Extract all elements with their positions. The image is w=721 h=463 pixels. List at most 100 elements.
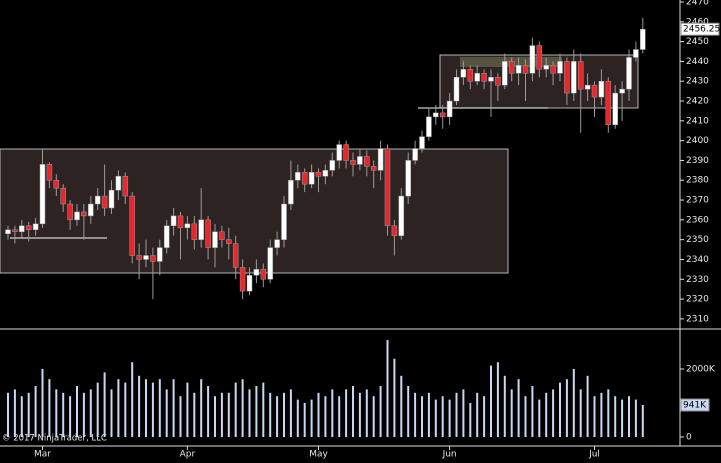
y-tick-label: 2360: [686, 215, 709, 225]
candle-body: [502, 61, 508, 86]
candle-body: [253, 269, 260, 276]
volume-bar: [358, 392, 361, 438]
y-tick-label: 2420: [686, 97, 709, 107]
candle-body: [370, 166, 377, 171]
candle-body: [488, 76, 494, 82]
volume-bar: [7, 392, 9, 438]
volume-bar: [131, 362, 134, 438]
candle-body: [508, 61, 515, 74]
candle-body: [591, 84, 598, 98]
copyright: © 2017 NinjaTrader, LLC: [2, 434, 107, 444]
volume-bar: [483, 396, 486, 438]
candle-body: [446, 100, 453, 118]
candle-body: [226, 239, 232, 244]
volume-bar: [96, 382, 99, 438]
candle-body: [391, 225, 398, 236]
volume-bar: [545, 392, 548, 438]
volume-bar: [641, 405, 644, 438]
candle-body: [315, 172, 322, 177]
candle-body: [260, 269, 267, 280]
volume-bar: [269, 392, 272, 438]
y-tick-label: 2340: [686, 255, 709, 265]
candle-body: [295, 172, 301, 181]
candle-body: [529, 45, 536, 74]
volume-bar: [310, 399, 313, 438]
candle-body: [605, 80, 612, 126]
candle-body: [150, 255, 156, 262]
volume-bar: [241, 379, 244, 438]
candle-body: [364, 156, 370, 167]
candle-body: [163, 225, 170, 248]
volume-bar: [324, 396, 327, 438]
candle-body: [88, 203, 94, 217]
volume-bar: [172, 379, 175, 438]
volume-bar: [338, 396, 341, 438]
candle-body: [184, 223, 191, 229]
volume-bar: [579, 389, 582, 438]
candle-body: [426, 116, 432, 137]
candle-body: [564, 61, 570, 94]
candle-body: [598, 80, 605, 98]
volume-bar: [503, 375, 506, 438]
candle-body: [198, 219, 204, 240]
volume-bar: [496, 362, 499, 438]
volume-bar: [476, 392, 479, 438]
volume-bar: [565, 379, 568, 438]
candle-body: [81, 211, 87, 217]
candle-body: [157, 247, 163, 262]
candle-body: [329, 160, 336, 171]
candle-body: [384, 148, 391, 227]
candle-body: [377, 148, 384, 171]
y-tick-label: 2380: [686, 176, 709, 186]
candle-body: [32, 223, 39, 231]
volume-bar: [345, 389, 348, 438]
volume-bar: [207, 386, 210, 438]
candle-body: [5, 229, 11, 234]
volume-bar: [13, 389, 16, 438]
volume-bar: [289, 389, 292, 438]
volume-bar: [158, 379, 161, 438]
candle-body: [460, 69, 467, 78]
volume-bar: [82, 392, 85, 438]
x-tick-label: Apr: [180, 450, 196, 460]
candle-body: [53, 179, 60, 189]
volume-bar: [414, 392, 417, 438]
volume-bar: [379, 386, 382, 438]
volume-bar: [421, 396, 423, 438]
candle-body: [246, 275, 253, 292]
candle-body: [550, 65, 556, 74]
volume-bar: [48, 379, 51, 438]
candle-body: [301, 172, 308, 185]
volume-bar: [186, 382, 189, 438]
volume-bar: [151, 382, 154, 438]
volume-bar: [317, 392, 320, 438]
volume-bar: [34, 386, 37, 438]
x-tick-label: Mar: [34, 450, 51, 460]
volume-marker-label: 941K: [683, 401, 707, 411]
volume-bar: [276, 396, 279, 438]
volume-bar: [559, 382, 561, 438]
volume-bar: [469, 403, 472, 438]
volume-bar: [262, 382, 265, 438]
volume-bar: [283, 392, 285, 438]
volume-bar: [352, 386, 354, 438]
zone-box: [0, 148, 509, 274]
candle-body: [170, 215, 177, 227]
candle-body: [481, 73, 487, 82]
y-tick-label: 2330: [686, 275, 709, 285]
candle-body: [67, 203, 73, 221]
volume-bar: [634, 399, 637, 438]
y-tick-label: 2440: [686, 57, 709, 67]
volume-bar: [89, 389, 92, 438]
volume-bar: [400, 375, 403, 438]
candle-body: [357, 156, 363, 165]
candle-body: [419, 136, 425, 149]
volume-bar: [593, 396, 596, 438]
y-tick-label: 2350: [686, 235, 709, 245]
candle-body: [74, 211, 80, 221]
candle-body: [343, 144, 349, 161]
volume-bar: [517, 379, 520, 438]
volume-bar: [407, 386, 410, 438]
y-tick-label: 2410: [686, 116, 709, 126]
y-tick-label: 2430: [686, 77, 709, 87]
